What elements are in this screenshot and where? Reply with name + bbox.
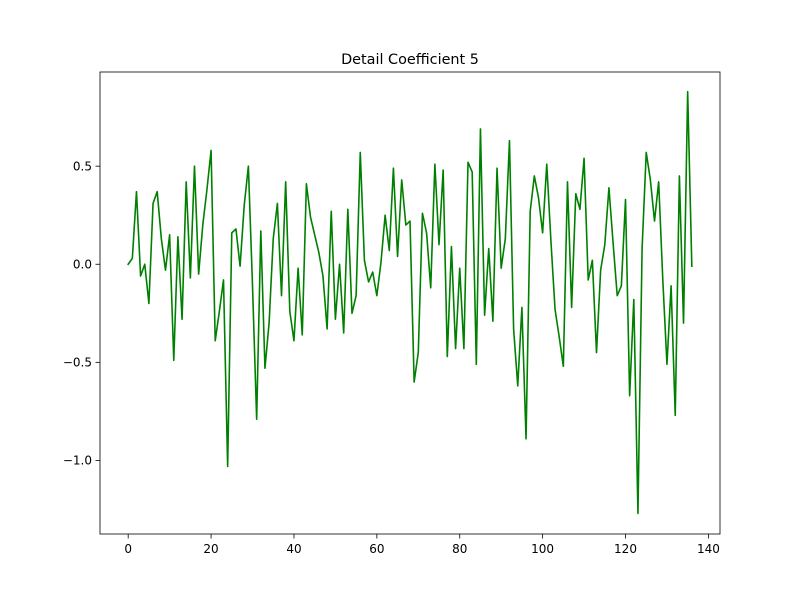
chart-title: Detail Coefficient 5	[341, 52, 479, 68]
x-tick-label-2: 40	[286, 542, 301, 556]
plot-frame	[99, 71, 721, 535]
axes: 0 20 40 60 80 100 120 140 −1.0 −0.5 0.0 0.5	[63, 71, 721, 556]
x-tick-label-1: 20	[203, 542, 218, 556]
x-tick-label-4: 80	[452, 542, 467, 556]
y-tick-label-0: −1.0	[63, 454, 92, 468]
plot-area	[127, 90, 693, 515]
y-tick-label-3: 0.5	[73, 159, 92, 173]
x-tick-label-0: 0	[124, 542, 132, 556]
y-tick-label-2: 0.0	[73, 258, 92, 272]
series-line-0	[127, 90, 693, 515]
x-tick-label-6: 120	[614, 542, 637, 556]
x-tick-label-5: 100	[531, 542, 554, 556]
x-tick-label-3: 60	[369, 542, 384, 556]
y-tick-label-1: −0.5	[63, 356, 92, 370]
x-tick-label-7: 140	[697, 542, 720, 556]
